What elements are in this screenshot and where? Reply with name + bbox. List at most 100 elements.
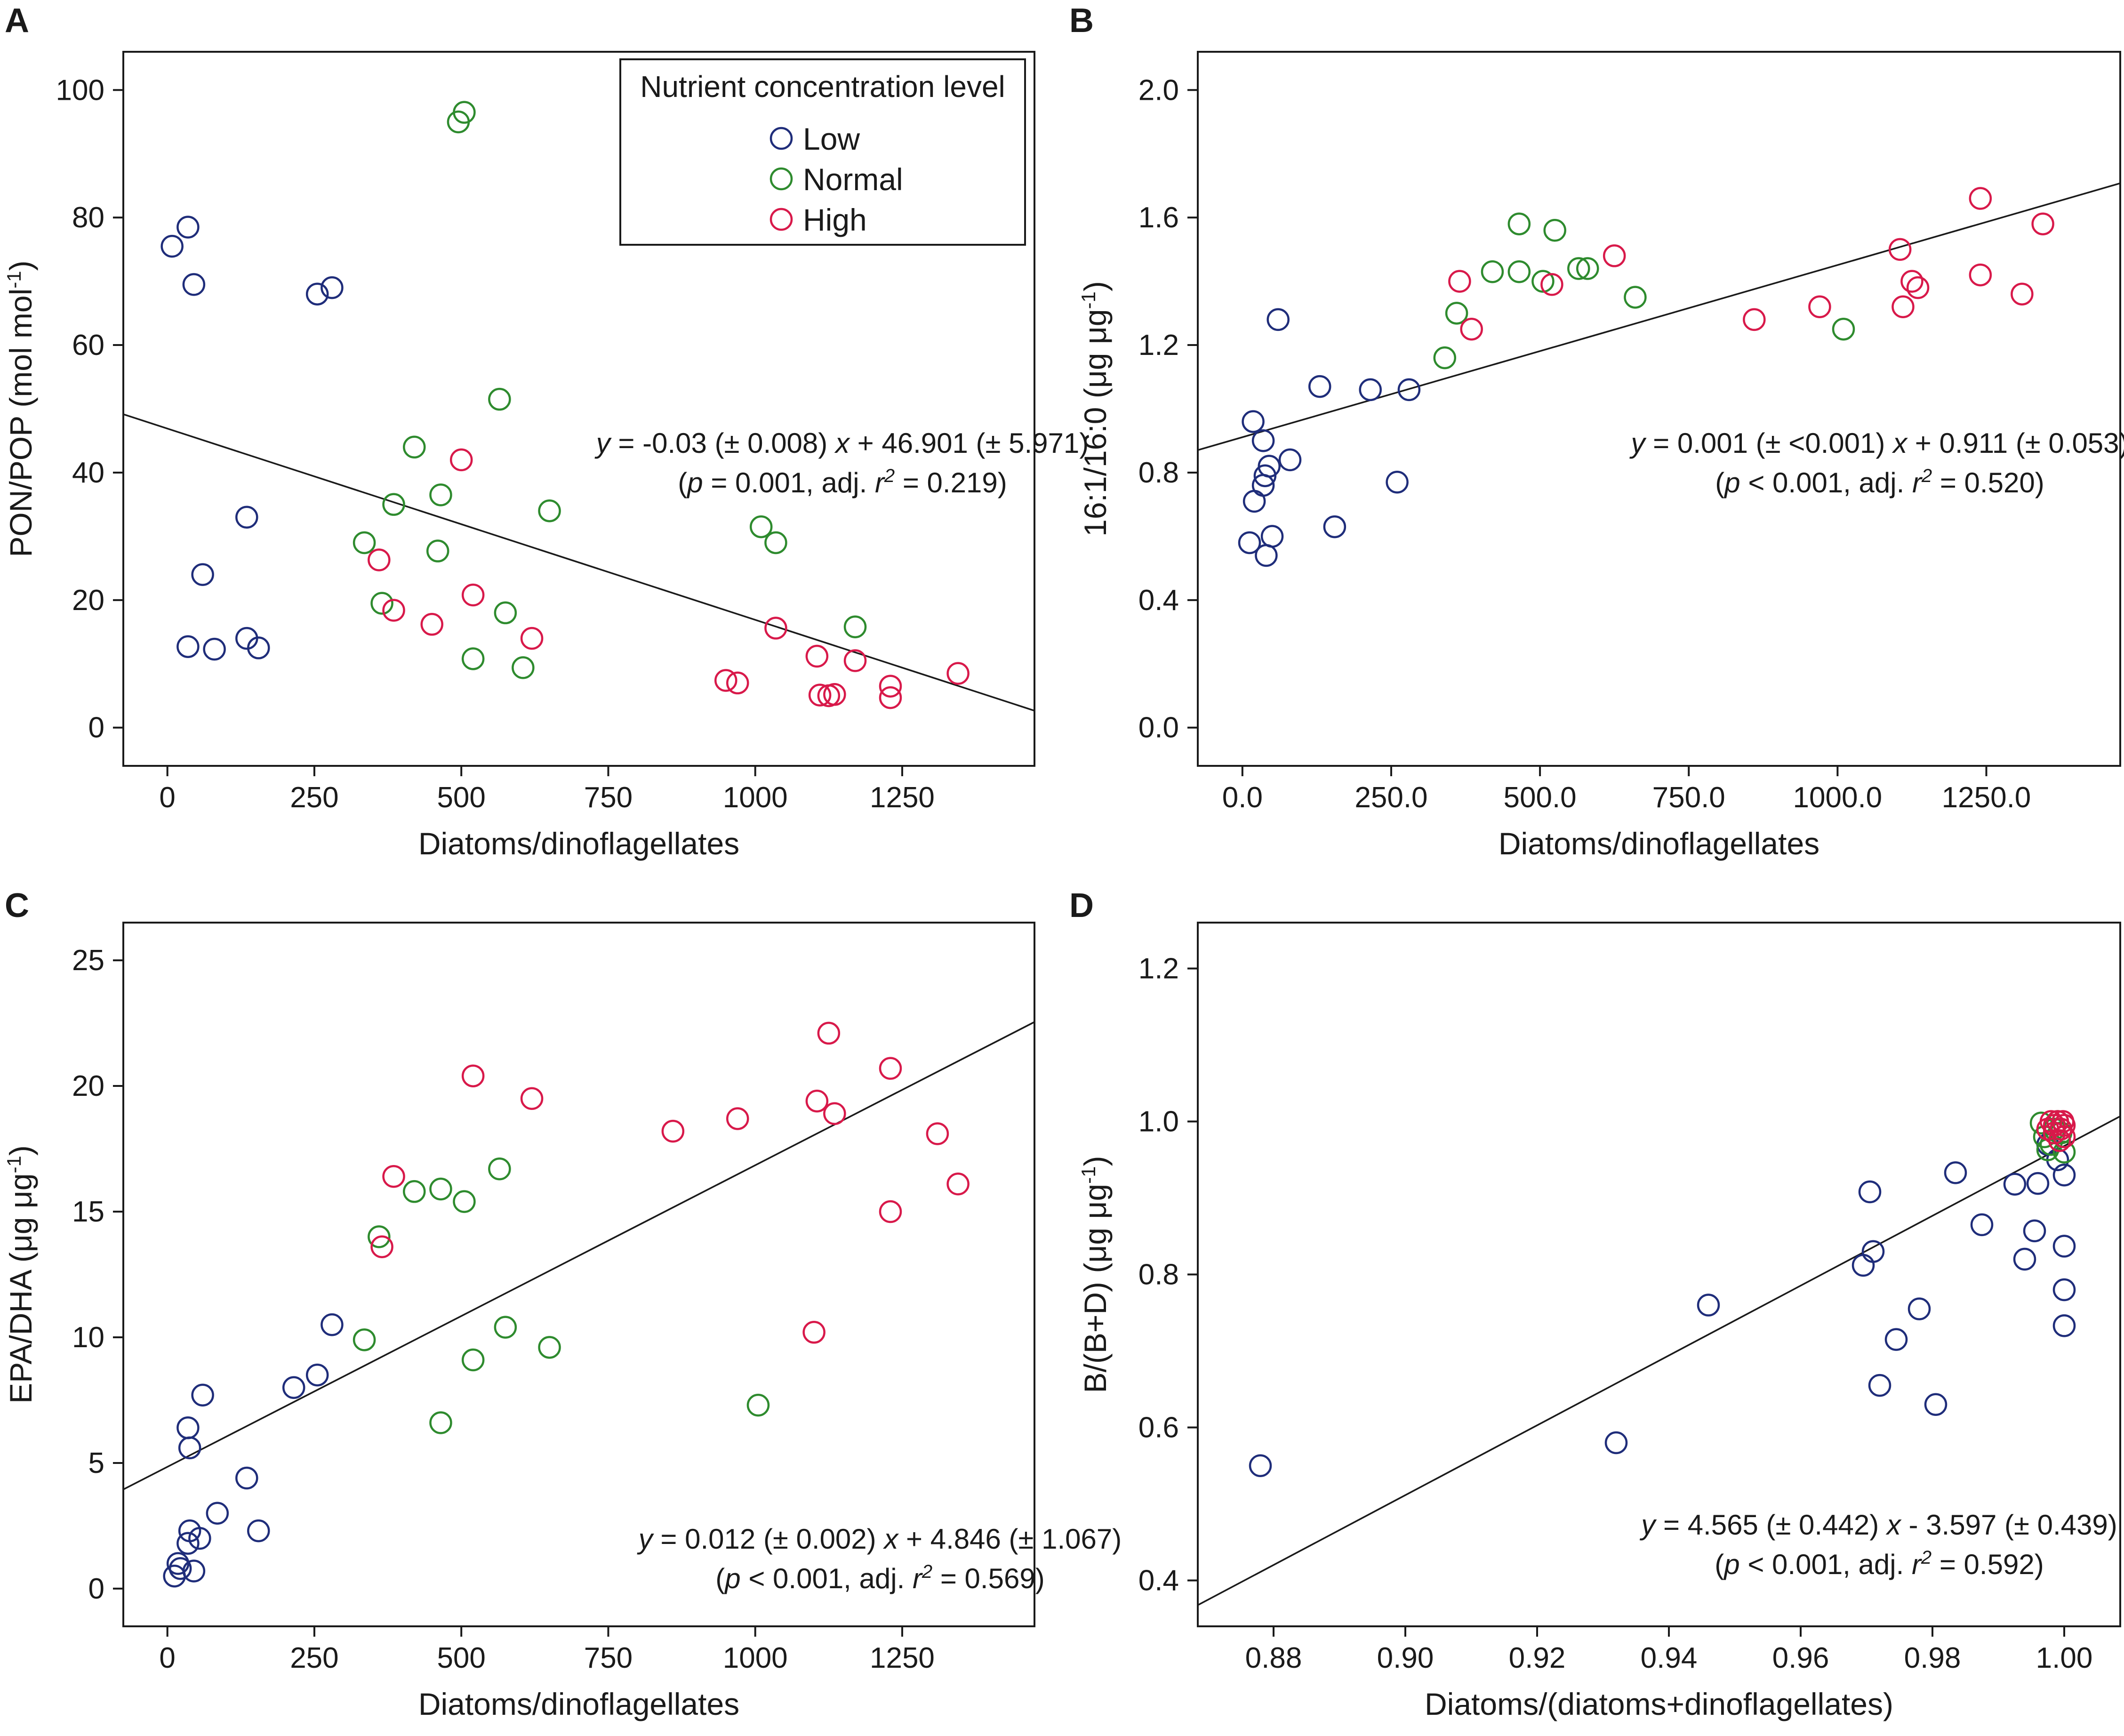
data-point-normal [453,1190,476,1213]
data-point-high [370,1235,393,1259]
data-point-low [235,506,258,529]
data-point-normal [1576,257,1599,280]
data-point-high [2043,1114,2066,1137]
data-point-low [1266,308,1290,331]
data-point-low [168,1557,192,1580]
data-point-high [714,669,737,692]
data-point-high [726,671,749,695]
y-tick-label: 1.2 [1138,329,1179,362]
data-point-normal [353,1328,376,1351]
data-point-high [823,1102,846,1125]
y-tick-label: 80 [72,201,104,234]
data-point-normal [403,1180,426,1203]
data-point-high [802,1321,826,1344]
data-point-high [382,599,405,622]
y-axis-title: B/(B+D) (μg μg-1) [1077,1156,1113,1393]
panel-label: A [5,2,29,40]
x-tick-label: 0 [159,781,175,814]
data-point-normal [488,1157,511,1181]
x-tick-label: 1.00 [2036,1642,2093,1674]
data-point-low [1944,1161,1967,1184]
x-tick-label: 0.90 [1377,1642,1434,1674]
data-point-low [206,1502,229,1525]
data-point-low [1238,531,1261,555]
x-tick-label: 500 [437,781,485,814]
data-point-high [1808,295,1831,319]
y-tick-label: 0.6 [1138,1412,1179,1444]
data-point-high [2031,212,2054,235]
panel-a: A 0 250 500 750 1000 1250 0 20 40 60 80 100 Diatoms/d… [3,2,1089,861]
regression-equation: y = -0.03 (± 0.008) x + 46.901 (± 5.971) [594,427,1089,459]
series-low [160,216,344,661]
data-point-normal [429,1177,452,1201]
data-point-normal [764,531,787,555]
legend-label-low: Low [803,121,860,156]
data-point-low [176,635,200,658]
data-point-high [520,1087,544,1110]
data-point-low [2013,1247,2036,1271]
legend-label-high: High [803,202,867,237]
y-tick-label: 20 [72,584,104,617]
data-point-low [305,282,329,305]
data-point-normal [512,656,535,679]
data-point-normal [494,601,517,625]
x-tick-label: 500 [437,1642,485,1674]
data-point-high [1743,308,1766,331]
series-normal [353,1157,770,1434]
regression-stats: (p < 0.001, adj. r2 = 0.520) [1715,466,2044,498]
data-point-high [382,1165,405,1188]
x-tick-label: 1250 [870,781,935,814]
data-point-low [235,1466,258,1490]
y-tick-label: 20 [72,1070,104,1102]
series-low [1238,308,1421,567]
x-tick-label: 0.96 [1772,1642,1829,1674]
data-point-high [805,644,829,668]
data-point-low [176,216,200,239]
x-tick-label: 0 [159,1642,175,1674]
data-point-high [368,548,391,571]
panel-d: D 0.88 0.90 0.92 0.94 0.96 0.98 1.00 0.4 0.6 0.8 1.… [1069,887,2121,1721]
data-point-high [879,686,902,709]
x-axis-title: Diatoms/dinoflagellates [1499,826,1819,861]
data-point-normal [749,515,773,538]
panel-c: C 0 250 500 750 1000 1250 0 5 10 15 20 25 Diatoms/din… [3,887,1122,1721]
data-point-normal [353,531,376,555]
data-point-normal [1531,270,1555,293]
data-point-high [1460,317,1483,341]
data-point-high [946,662,970,685]
data-point-high [1969,263,1992,287]
panel-label: B [1069,2,1094,40]
x-tick-label: 750 [584,1642,633,1674]
data-point-normal [1507,212,1531,235]
x-axis-title: Diatoms/(diatoms+dinoflagellates) [1425,1687,1893,1721]
data-point-low [1242,410,1265,433]
data-point-low [321,1313,344,1336]
regression-stats: (p = 0.001, adj. r2 = 0.219) [678,466,1007,498]
y-tick-label: 0.4 [1138,1565,1179,1597]
data-point-low [1697,1294,1720,1317]
series-high [1448,187,2054,341]
panel-label: C [5,887,29,924]
regression-equation: y = 0.001 (± <0.001) x + 0.911 (± 0.053) [1629,427,2124,459]
data-point-low [1858,1180,1882,1204]
plot-frame [122,51,1035,767]
data-point-normal [538,499,561,522]
data-point-high [1969,187,1992,210]
regression-line [1198,1115,2120,1606]
data-point-low [176,1532,200,1555]
y-tick-label: 25 [72,944,104,977]
y-tick-label: 0.4 [1138,584,1179,617]
y-tick-label: 0.8 [1138,1259,1179,1291]
y-tick-label: 1.0 [1138,1106,1179,1138]
x-tick-label: 0.88 [1245,1642,1302,1674]
y-axis-title: 16:1/16:0 (μg μg-1) [1077,281,1113,537]
data-point-normal [1567,257,1590,280]
series-high [2036,1110,2076,1152]
data-point-low [1908,1297,1931,1320]
data-point-low [191,563,214,586]
data-point-low [2026,1172,2050,1195]
data-point-low [1308,375,1331,398]
plot-frame [1197,51,2121,767]
data-point-low [1924,1393,1948,1416]
x-tick-label: 0.92 [1509,1642,1566,1674]
